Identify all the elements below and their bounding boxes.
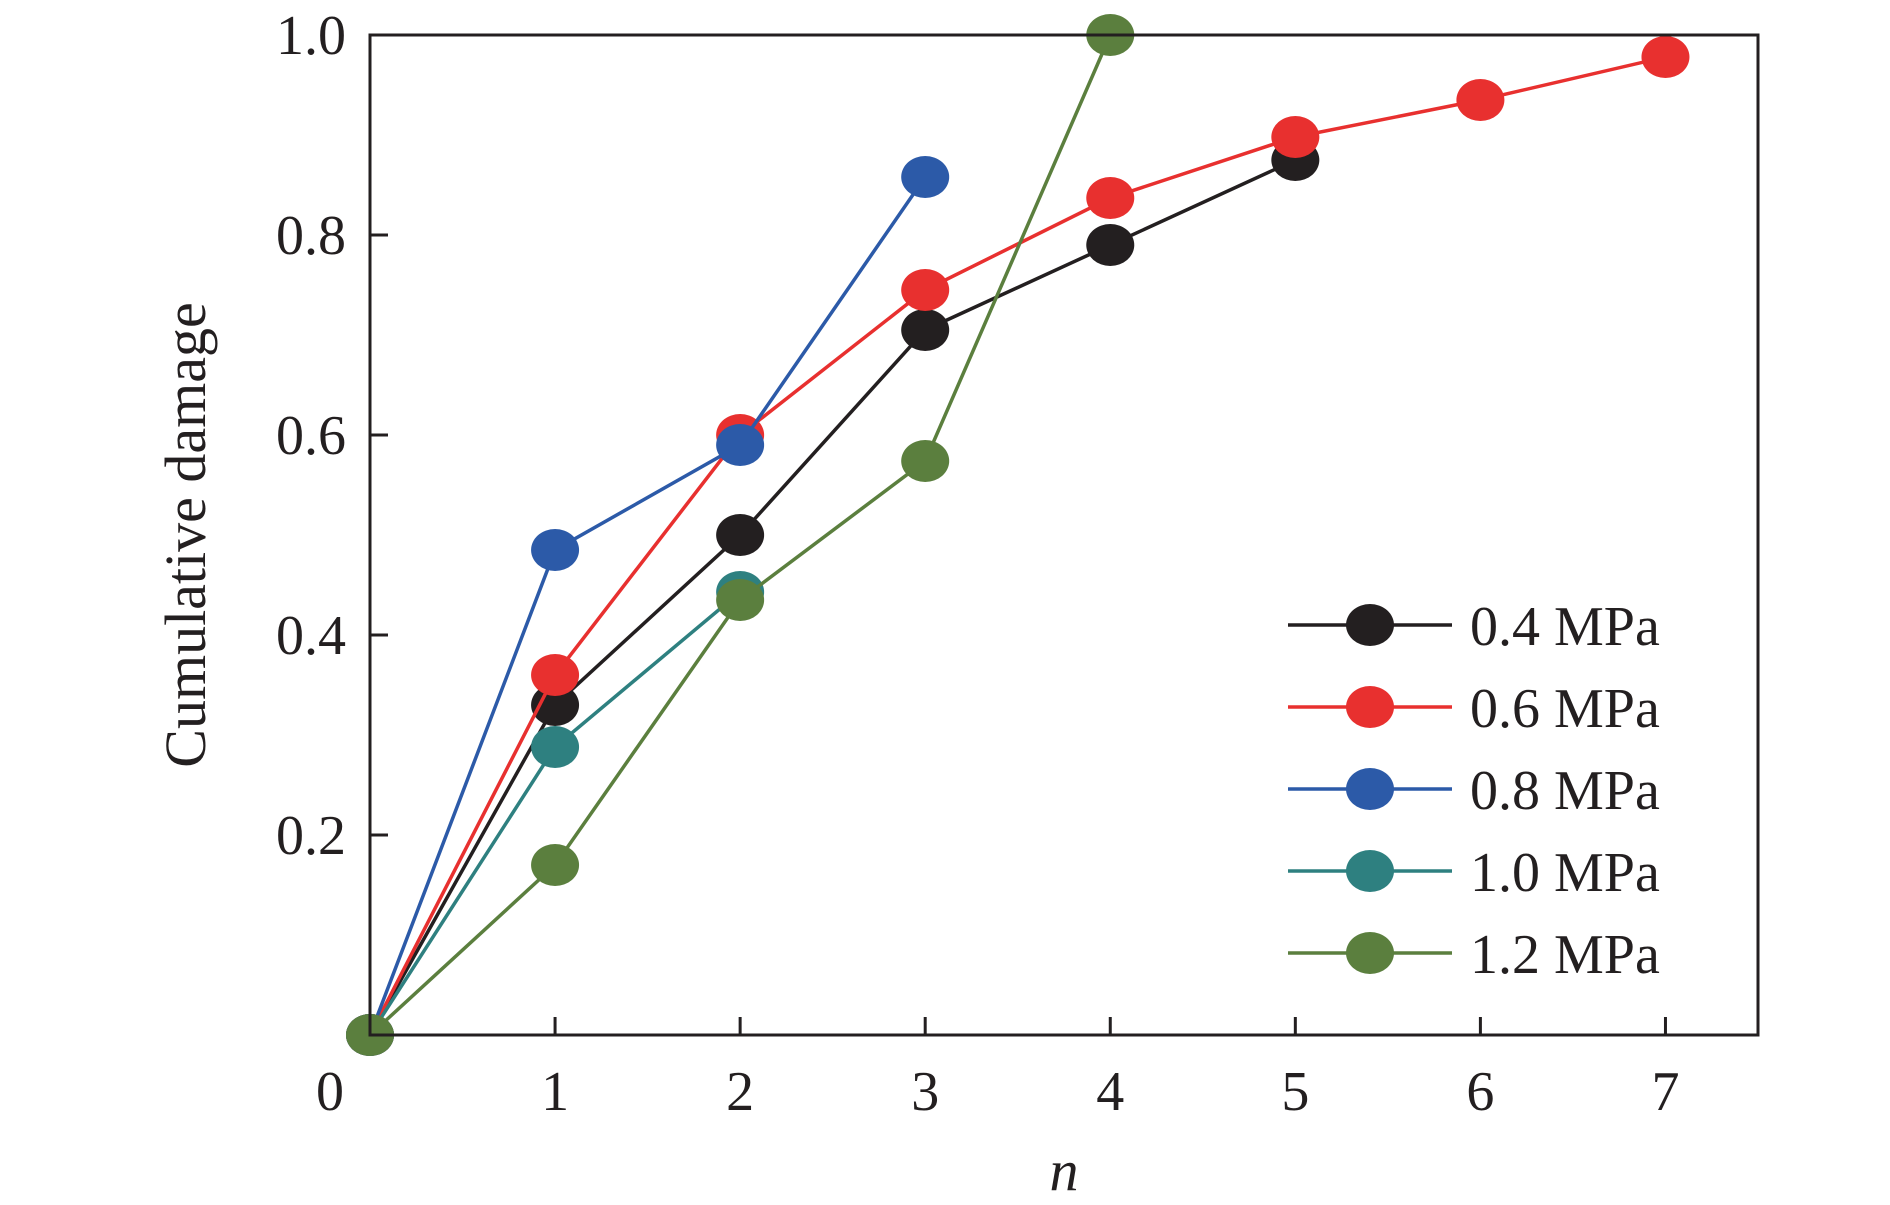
data-point bbox=[901, 440, 950, 482]
series-2 bbox=[346, 156, 950, 1056]
data-point bbox=[1271, 116, 1320, 158]
legend-label: 0.6 MPa bbox=[1470, 678, 1660, 740]
data-point bbox=[901, 309, 950, 351]
legend-item: 0.8 MPa bbox=[1288, 760, 1660, 822]
series-line bbox=[368, 158, 1297, 1036]
data-point bbox=[1086, 177, 1135, 219]
x-tick-label: 6 bbox=[1466, 1061, 1494, 1123]
y-tick-label: 0.2 bbox=[276, 805, 346, 867]
series-0 bbox=[346, 139, 1320, 1056]
x-tick-label: 5 bbox=[1281, 1061, 1309, 1123]
data-point bbox=[1641, 36, 1690, 78]
data-point bbox=[716, 424, 765, 466]
y-tick-label: 0.4 bbox=[276, 605, 346, 667]
data-point bbox=[531, 684, 580, 726]
legend-label: 0.8 MPa bbox=[1470, 760, 1660, 822]
legend-label: 0.4 MPa bbox=[1470, 596, 1660, 658]
data-point bbox=[716, 579, 765, 621]
plot-frame bbox=[368, 33, 1760, 1037]
legend-marker bbox=[1346, 850, 1394, 892]
data-point bbox=[1456, 79, 1505, 121]
x-tick-label: 4 bbox=[1096, 1061, 1124, 1123]
data-point bbox=[1086, 224, 1135, 266]
legend-marker bbox=[1346, 768, 1394, 810]
x-axis: 0 1 2 3 4 5 6 7 bbox=[316, 1017, 1679, 1123]
legend-marker bbox=[1346, 932, 1394, 974]
y-tick-label: 1.0 bbox=[276, 5, 346, 67]
data-point bbox=[531, 529, 580, 571]
legend: 0.4 MPa 0.6 MPa 0.8 MPa 1.0 MPa 1.2 MPa bbox=[1288, 596, 1660, 986]
x-axis-label: n bbox=[1050, 1138, 1079, 1203]
legend-item: 1.0 MPa bbox=[1288, 842, 1660, 904]
y-tick-label: 0.8 bbox=[276, 205, 346, 267]
x-tick-label: 2 bbox=[726, 1061, 754, 1123]
data-point bbox=[531, 844, 580, 886]
series-line bbox=[368, 176, 927, 1036]
legend-label: 1.2 MPa bbox=[1470, 924, 1660, 986]
x-tick-label: 1 bbox=[541, 1061, 569, 1123]
x-tick-label: 7 bbox=[1651, 1061, 1679, 1123]
legend-item: 0.6 MPa bbox=[1288, 678, 1660, 740]
data-point bbox=[901, 156, 950, 198]
y-axis-label: Cumulative damage bbox=[153, 302, 218, 767]
y-tick-label: 0.6 bbox=[276, 405, 346, 467]
legend-item: 0.4 MPa bbox=[1288, 596, 1660, 658]
legend-marker bbox=[1346, 604, 1394, 646]
legend-item: 1.2 MPa bbox=[1288, 924, 1660, 986]
data-point bbox=[531, 726, 580, 768]
data-point bbox=[531, 654, 580, 696]
x-tick-label: 0 bbox=[316, 1061, 344, 1123]
series-3 bbox=[346, 571, 765, 1056]
x-tick-label: 3 bbox=[911, 1061, 939, 1123]
data-point bbox=[716, 514, 765, 556]
data-point bbox=[901, 269, 950, 311]
legend-marker bbox=[1346, 686, 1394, 728]
y-axis: 0.2 0.4 0.6 0.8 1.0 bbox=[276, 5, 388, 867]
legend-label: 1.0 MPa bbox=[1470, 842, 1660, 904]
